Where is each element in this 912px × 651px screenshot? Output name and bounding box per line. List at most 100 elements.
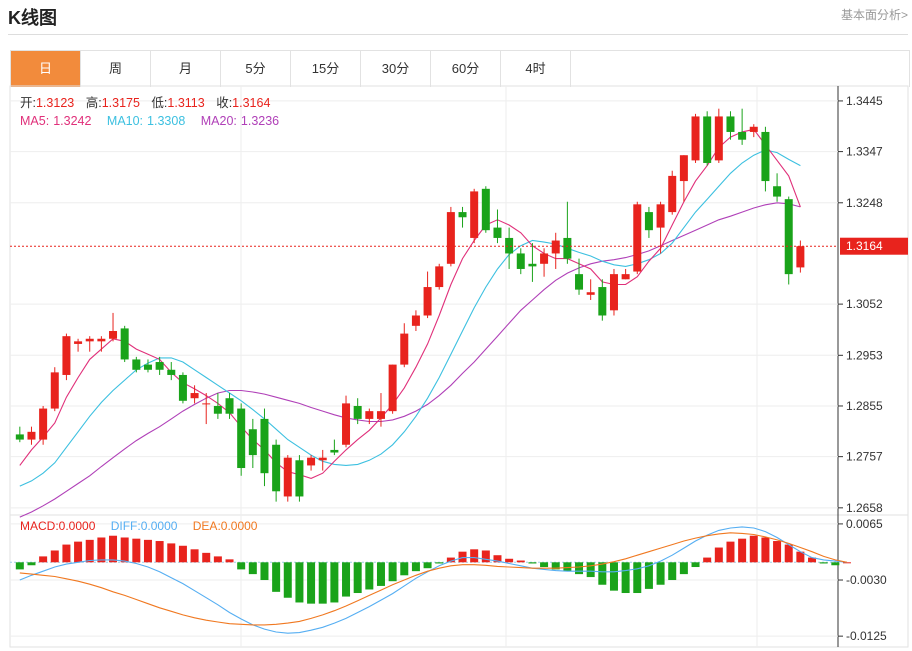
candle-body-49 bbox=[586, 292, 595, 295]
high-label: 高: bbox=[86, 95, 102, 110]
candle-body-45 bbox=[540, 253, 549, 264]
candle-body-21 bbox=[260, 418, 269, 474]
candle-body-25 bbox=[307, 457, 316, 466]
candle-body-16 bbox=[202, 403, 211, 405]
ma5-value: 1.3242 bbox=[53, 114, 91, 128]
candle-body-41 bbox=[493, 227, 502, 238]
candle-body-30 bbox=[365, 411, 374, 419]
candle-body-52 bbox=[621, 274, 630, 280]
tab-15min[interactable]: 15分 bbox=[291, 51, 361, 87]
macd-bar-15 bbox=[190, 549, 199, 563]
candle-51 bbox=[609, 268, 618, 316]
candle-44 bbox=[528, 243, 537, 282]
tab-30min[interactable]: 30分 bbox=[361, 51, 431, 87]
period-tabs: 日 周 月 5分 15分 30分 60分 4时 bbox=[10, 50, 910, 87]
candle-body-14 bbox=[178, 374, 187, 401]
candle-32 bbox=[388, 364, 397, 414]
macd-bar-68 bbox=[808, 557, 817, 563]
candle-21 bbox=[260, 408, 269, 487]
candle-body-2 bbox=[39, 408, 48, 440]
candle-body-22 bbox=[272, 444, 281, 492]
macd-bar-49 bbox=[586, 562, 595, 578]
candle-31 bbox=[376, 393, 385, 427]
candle-3 bbox=[50, 367, 59, 412]
candle-body-60 bbox=[714, 116, 723, 161]
macd-bar-20 bbox=[248, 562, 257, 575]
ma20-line bbox=[19, 202, 801, 518]
macd-bar-47 bbox=[563, 562, 572, 572]
high-value: 1.3175 bbox=[102, 96, 140, 110]
candle-body-54 bbox=[644, 212, 653, 231]
candle-30 bbox=[365, 408, 374, 425]
macd-bar-26 bbox=[318, 562, 327, 604]
tab-week[interactable]: 周 bbox=[81, 51, 151, 87]
macd-bar-40 bbox=[481, 550, 490, 563]
candle-25 bbox=[307, 455, 316, 471]
macd-bar-23 bbox=[283, 562, 292, 598]
candle-body-53 bbox=[633, 204, 642, 272]
fundamental-analysis-link[interactable]: 基本面分析> bbox=[840, 8, 908, 22]
ma5-label: MA5: bbox=[20, 114, 49, 128]
candle-body-65 bbox=[773, 186, 782, 197]
candle-body-10 bbox=[132, 359, 141, 370]
macd-bar-1 bbox=[27, 562, 36, 566]
tab-5min[interactable]: 5分 bbox=[221, 51, 291, 87]
y-tick-label-7: 1.2658 bbox=[846, 501, 883, 515]
close-label: 收: bbox=[216, 96, 232, 110]
low-label: 低: bbox=[151, 96, 167, 110]
macd-bar-4 bbox=[62, 544, 71, 563]
tab-4hour[interactable]: 4时 bbox=[501, 51, 571, 87]
open-value: 1.3123 bbox=[36, 96, 74, 110]
candle-1 bbox=[27, 426, 36, 445]
macd-bar-28 bbox=[342, 562, 351, 597]
candle-15 bbox=[190, 385, 199, 404]
candle-34 bbox=[411, 310, 420, 332]
macd-bar-71 bbox=[842, 562, 851, 564]
candle-body-23 bbox=[283, 457, 292, 497]
candle-body-43 bbox=[516, 253, 525, 269]
macd-bar-34 bbox=[411, 562, 420, 572]
candle-body-1 bbox=[27, 431, 36, 440]
candle-body-32 bbox=[388, 364, 397, 412]
macd-bar-13 bbox=[167, 543, 176, 563]
macd-bar-44 bbox=[528, 562, 537, 564]
y-tick-label-4: 1.2953 bbox=[846, 348, 883, 362]
ma10-label: MA10: bbox=[107, 114, 143, 128]
candle-28 bbox=[342, 395, 351, 448]
candle-body-15 bbox=[190, 393, 199, 399]
candle-24 bbox=[295, 455, 304, 502]
macd-bar-70 bbox=[831, 562, 840, 566]
current-price-tag bbox=[840, 237, 908, 255]
candle-35 bbox=[423, 271, 432, 319]
macd-bar-42 bbox=[505, 558, 514, 563]
candle-body-51 bbox=[609, 274, 618, 311]
macd-bar-29 bbox=[353, 562, 362, 594]
candle-36 bbox=[435, 263, 444, 290]
candle-body-66 bbox=[784, 199, 793, 275]
tab-60min[interactable]: 60分 bbox=[431, 51, 501, 87]
candle-40 bbox=[481, 186, 490, 233]
y-tick-label-1: 1.3347 bbox=[846, 145, 883, 159]
candle-42 bbox=[505, 227, 514, 269]
candle-0 bbox=[15, 426, 24, 443]
macd-bar-12 bbox=[155, 541, 164, 563]
candle-39 bbox=[470, 188, 479, 244]
candle-14 bbox=[178, 372, 187, 404]
candle-body-59 bbox=[703, 116, 712, 163]
candle-body-12 bbox=[155, 362, 164, 370]
tab-day[interactable]: 日 bbox=[11, 51, 81, 87]
candle-33 bbox=[400, 323, 409, 368]
macd-bar-9 bbox=[120, 537, 129, 563]
candle-52 bbox=[621, 268, 630, 280]
y-tick-label-3: 1.3052 bbox=[846, 297, 883, 311]
tab-month[interactable]: 月 bbox=[151, 51, 221, 87]
candle-62 bbox=[738, 108, 747, 145]
macd-bar-36 bbox=[435, 562, 444, 564]
macd-bar-19 bbox=[237, 562, 246, 570]
candle-56 bbox=[668, 170, 677, 215]
candle-37 bbox=[446, 206, 455, 267]
ma-info: MA5: 1.3242 MA10: 1.3308 MA20: 1.3236 bbox=[20, 114, 279, 128]
candle-60 bbox=[714, 108, 723, 163]
macd-y-tick-label-1: -0.0030 bbox=[846, 573, 887, 587]
